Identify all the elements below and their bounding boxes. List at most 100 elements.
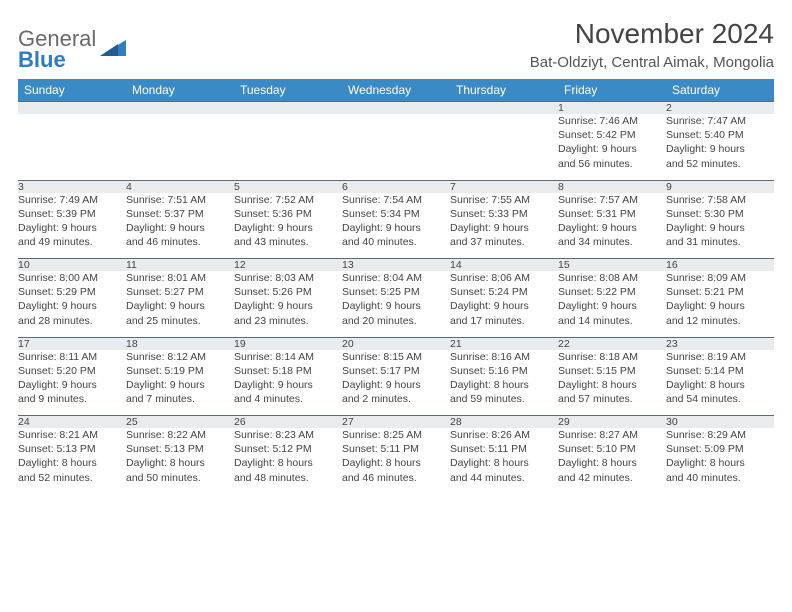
daylight-text: Daylight: 9 hours: [666, 299, 774, 313]
title-block: November 2024 Bat-Oldziyt, Central Aimak…: [530, 18, 774, 71]
sunrise-text: Sunrise: 8:16 AM: [450, 350, 558, 364]
day-number: 25: [126, 416, 234, 429]
sunrise-text: Sunrise: 8:09 AM: [666, 271, 774, 285]
daylight-text: Daylight: 9 hours: [342, 378, 450, 392]
sunrise-text: Sunrise: 8:22 AM: [126, 428, 234, 442]
daylight-text-2: and 54 minutes.: [666, 392, 774, 406]
content-row: Sunrise: 7:46 AMSunset: 5:42 PMDaylight:…: [18, 114, 774, 180]
sunset-text: Sunset: 5:19 PM: [126, 364, 234, 378]
sunset-text: Sunset: 5:09 PM: [666, 442, 774, 456]
daylight-text: Daylight: 8 hours: [450, 456, 558, 470]
day-number: 23: [666, 337, 774, 350]
day-number: 4: [126, 180, 234, 193]
day-number: 28: [450, 416, 558, 429]
sunset-text: Sunset: 5:18 PM: [234, 364, 342, 378]
daylight-text-2: and 34 minutes.: [558, 235, 666, 249]
daylight-text: Daylight: 8 hours: [234, 456, 342, 470]
sunset-text: Sunset: 5:26 PM: [234, 285, 342, 299]
daylight-text-2: and 52 minutes.: [666, 157, 774, 171]
daylight-text-2: and 20 minutes.: [342, 314, 450, 328]
location-label: Bat-Oldziyt, Central Aimak, Mongolia: [530, 54, 774, 71]
month-title: November 2024: [530, 18, 774, 50]
daylight-text-2: and 50 minutes.: [126, 471, 234, 485]
day-number: 30: [666, 416, 774, 429]
day-content: Sunrise: 8:04 AMSunset: 5:25 PMDaylight:…: [342, 271, 450, 337]
day-content: [450, 114, 558, 180]
day-number: 21: [450, 337, 558, 350]
day-content: Sunrise: 8:19 AMSunset: 5:14 PMDaylight:…: [666, 350, 774, 416]
sunrise-text: Sunrise: 8:03 AM: [234, 271, 342, 285]
day-number: [450, 102, 558, 115]
day-content: Sunrise: 8:25 AMSunset: 5:11 PMDaylight:…: [342, 428, 450, 494]
sunset-text: Sunset: 5:10 PM: [558, 442, 666, 456]
brand-triangle-icon: [100, 38, 126, 64]
sunset-text: Sunset: 5:12 PM: [234, 442, 342, 456]
daylight-text-2: and 56 minutes.: [558, 157, 666, 171]
content-row: Sunrise: 8:11 AMSunset: 5:20 PMDaylight:…: [18, 350, 774, 416]
daylight-text: Daylight: 9 hours: [342, 221, 450, 235]
sunset-text: Sunset: 5:21 PM: [666, 285, 774, 299]
sunset-text: Sunset: 5:33 PM: [450, 207, 558, 221]
day-content: [342, 114, 450, 180]
day-content: Sunrise: 8:23 AMSunset: 5:12 PMDaylight:…: [234, 428, 342, 494]
daylight-text-2: and 57 minutes.: [558, 392, 666, 406]
day-number: 3: [18, 180, 126, 193]
sunrise-text: Sunrise: 7:58 AM: [666, 193, 774, 207]
day-number: 6: [342, 180, 450, 193]
day-content: Sunrise: 8:18 AMSunset: 5:15 PMDaylight:…: [558, 350, 666, 416]
sunset-text: Sunset: 5:24 PM: [450, 285, 558, 299]
daynum-row: 24252627282930: [18, 416, 774, 429]
daylight-text: Daylight: 9 hours: [126, 378, 234, 392]
day-number: 16: [666, 259, 774, 272]
day-content: Sunrise: 7:47 AMSunset: 5:40 PMDaylight:…: [666, 114, 774, 180]
day-content: Sunrise: 8:01 AMSunset: 5:27 PMDaylight:…: [126, 271, 234, 337]
daylight-text-2: and 9 minutes.: [18, 392, 126, 406]
sunset-text: Sunset: 5:40 PM: [666, 128, 774, 142]
daylight-text-2: and 28 minutes.: [18, 314, 126, 328]
daylight-text: Daylight: 8 hours: [666, 378, 774, 392]
sunrise-text: Sunrise: 7:46 AM: [558, 114, 666, 128]
sunrise-text: Sunrise: 8:27 AM: [558, 428, 666, 442]
daylight-text-2: and 49 minutes.: [18, 235, 126, 249]
day-content: [18, 114, 126, 180]
sunrise-text: Sunrise: 8:25 AM: [342, 428, 450, 442]
day-content: Sunrise: 8:12 AMSunset: 5:19 PMDaylight:…: [126, 350, 234, 416]
daylight-text: Daylight: 9 hours: [234, 221, 342, 235]
daylight-text: Daylight: 8 hours: [342, 456, 450, 470]
daynum-row: 17181920212223: [18, 337, 774, 350]
sunrise-text: Sunrise: 8:14 AM: [234, 350, 342, 364]
brand-logo: General Blue: [18, 29, 126, 71]
sunset-text: Sunset: 5:13 PM: [126, 442, 234, 456]
sunset-text: Sunset: 5:37 PM: [126, 207, 234, 221]
daylight-text-2: and 4 minutes.: [234, 392, 342, 406]
day-content: Sunrise: 8:03 AMSunset: 5:26 PMDaylight:…: [234, 271, 342, 337]
day-content: Sunrise: 8:00 AMSunset: 5:29 PMDaylight:…: [18, 271, 126, 337]
day-content: Sunrise: 7:58 AMSunset: 5:30 PMDaylight:…: [666, 193, 774, 259]
daylight-text: Daylight: 9 hours: [450, 299, 558, 313]
daylight-text: Daylight: 9 hours: [558, 142, 666, 156]
day-number: 5: [234, 180, 342, 193]
day-number: 22: [558, 337, 666, 350]
day-content: Sunrise: 7:55 AMSunset: 5:33 PMDaylight:…: [450, 193, 558, 259]
daylight-text-2: and 43 minutes.: [234, 235, 342, 249]
sunrise-text: Sunrise: 8:00 AM: [18, 271, 126, 285]
sunrise-text: Sunrise: 8:12 AM: [126, 350, 234, 364]
daylight-text-2: and 17 minutes.: [450, 314, 558, 328]
day-number: 17: [18, 337, 126, 350]
day-content: Sunrise: 7:54 AMSunset: 5:34 PMDaylight:…: [342, 193, 450, 259]
daylight-text-2: and 7 minutes.: [126, 392, 234, 406]
daylight-text: Daylight: 9 hours: [558, 221, 666, 235]
daynum-row: 3456789: [18, 180, 774, 193]
daylight-text-2: and 48 minutes.: [234, 471, 342, 485]
day-content: Sunrise: 8:06 AMSunset: 5:24 PMDaylight:…: [450, 271, 558, 337]
sunset-text: Sunset: 5:39 PM: [18, 207, 126, 221]
day-content: Sunrise: 8:11 AMSunset: 5:20 PMDaylight:…: [18, 350, 126, 416]
day-content: Sunrise: 8:22 AMSunset: 5:13 PMDaylight:…: [126, 428, 234, 494]
day-number: 19: [234, 337, 342, 350]
day-content: Sunrise: 8:29 AMSunset: 5:09 PMDaylight:…: [666, 428, 774, 494]
sunset-text: Sunset: 5:11 PM: [342, 442, 450, 456]
daylight-text: Daylight: 9 hours: [234, 378, 342, 392]
sunrise-text: Sunrise: 8:21 AM: [18, 428, 126, 442]
day-content: Sunrise: 8:21 AMSunset: 5:13 PMDaylight:…: [18, 428, 126, 494]
day-content: Sunrise: 7:49 AMSunset: 5:39 PMDaylight:…: [18, 193, 126, 259]
